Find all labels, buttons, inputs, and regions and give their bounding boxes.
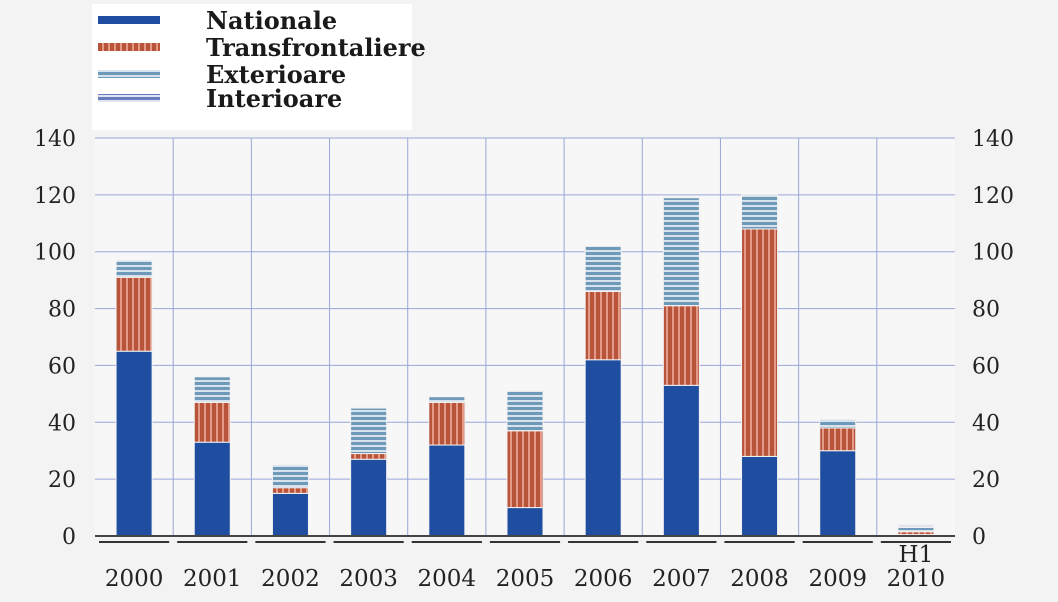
bar-segment-exterioare [662, 197, 700, 307]
y-tick-label-right: 120 [972, 184, 1014, 209]
x-tick-label: 2003 [339, 566, 398, 592]
legend-label-transfrontaliere: Transfrontaliere [206, 33, 426, 62]
y-tick-label-left: 60 [48, 354, 76, 379]
bar-segment-exterioare [741, 194, 779, 230]
bar-segment-transfrontaliere [819, 427, 857, 452]
x-tick-label: H1 [899, 542, 934, 568]
x-tick-label: 2000 [105, 566, 164, 592]
axis-layer: 0 0 20 20 40 40 60 60 80 80 100 100 120 120 140 140 2000… [34, 127, 1014, 592]
bar-segment-exterioare [350, 407, 388, 455]
x-tick-label: 2009 [808, 566, 867, 592]
y-tick-label-right: 80 [972, 298, 1000, 323]
legend-swatch-interioare [98, 94, 160, 102]
y-tick-label-left: 120 [34, 184, 76, 209]
bar-segment-transfrontaliere [662, 305, 700, 386]
bar-segment-interioare [897, 524, 935, 528]
y-tick-label-right: 40 [972, 411, 1000, 436]
x-tick-label: 2006 [574, 566, 633, 592]
y-tick-label-left: 80 [48, 298, 76, 323]
bar-segment-exterioare [506, 390, 544, 432]
y-tick-label-left: 40 [48, 411, 76, 436]
x-tick-label: 2001 [183, 566, 242, 592]
bar-segment-nationale [428, 444, 466, 537]
y-tick-label-left: 0 [62, 525, 76, 550]
bar-segment-nationale [271, 492, 309, 537]
y-tick-label-left: 140 [34, 127, 76, 152]
legend-label-interioare: Interioare [206, 84, 342, 113]
bar-segment-exterioare [428, 396, 466, 403]
x-tick-label: 2002 [261, 566, 320, 592]
bar-segment-exterioare [897, 526, 935, 533]
bar-segment-nationale [193, 441, 231, 537]
x-tick-label: 2004 [418, 566, 477, 592]
legend-label-exterioare: Exterioare [206, 60, 346, 89]
x-tick-label: 2005 [496, 566, 555, 592]
legend-label-nationale: Nationale [206, 6, 337, 35]
bar-segment-transfrontaliere [271, 487, 309, 494]
bar-segment-transfrontaliere [115, 276, 153, 352]
x-tick-label: 2010 [887, 566, 946, 592]
y-tick-label-left: 20 [48, 468, 76, 493]
y-tick-label-right: 0 [972, 525, 986, 550]
bar-segment-nationale [350, 458, 388, 537]
bar-segment-exterioare [115, 259, 153, 278]
bar-segment-transfrontaliere [741, 228, 779, 457]
bar-segment-exterioare [584, 245, 622, 293]
bar-segment-exterioare [193, 376, 231, 403]
bar-segment-nationale [819, 450, 857, 537]
bar-segment-nationale [506, 507, 544, 537]
bar-segment-transfrontaliere [584, 291, 622, 361]
bar-segment-exterioare [271, 464, 309, 489]
bar-segment-nationale [584, 359, 622, 537]
y-tick-label-left: 100 [34, 241, 76, 266]
legend-swatch-exterioare [98, 70, 160, 78]
legend-swatch-nationale [98, 16, 160, 24]
legend: NationaleTransfrontaliereExterioareInter… [92, 4, 426, 130]
bar-segment-nationale [662, 384, 700, 537]
bar-segment-transfrontaliere [428, 401, 466, 446]
y-tick-label-right: 20 [972, 468, 1000, 493]
legend-box [92, 4, 412, 130]
y-tick-label-right: 60 [972, 354, 1000, 379]
x-tick-label: 2007 [652, 566, 711, 592]
x-tick-label: 2008 [730, 566, 789, 592]
bar-segment-exterioare [819, 418, 857, 429]
legend-swatch-transfrontaliere [98, 43, 160, 51]
y-tick-label-right: 100 [972, 241, 1014, 266]
bar-segment-transfrontaliere [506, 430, 544, 509]
bar-segment-nationale [741, 455, 779, 537]
bar-segment-transfrontaliere [193, 401, 231, 443]
y-tick-label-right: 140 [972, 127, 1014, 152]
bar-segment-nationale [115, 350, 153, 537]
bar-segment-transfrontaliere [350, 453, 388, 460]
